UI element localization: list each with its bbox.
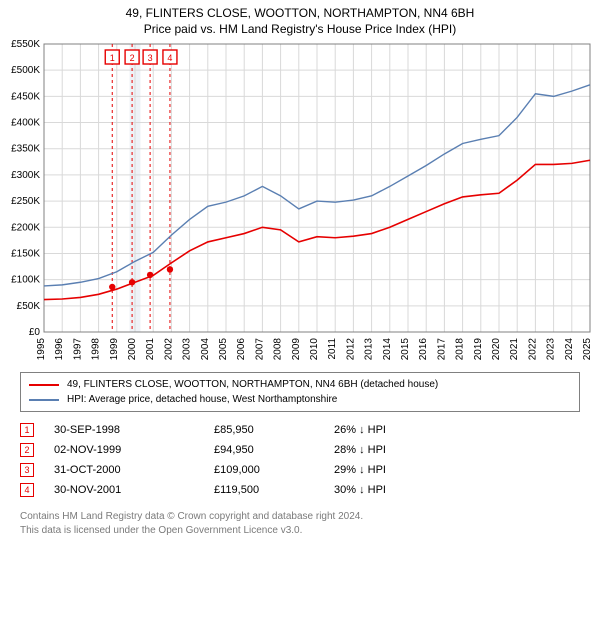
- tx-marker: 3: [20, 463, 34, 477]
- svg-text:2019: 2019: [473, 338, 484, 361]
- svg-text:2022: 2022: [527, 338, 538, 361]
- svg-text:2009: 2009: [291, 338, 302, 361]
- legend-swatch-property: [29, 384, 59, 386]
- svg-text:2021: 2021: [509, 338, 520, 361]
- page-title: 49, FLINTERS CLOSE, WOOTTON, NORTHAMPTON…: [0, 6, 600, 20]
- svg-text:2024: 2024: [564, 338, 575, 361]
- svg-text:£50K: £50K: [17, 301, 41, 312]
- svg-text:3: 3: [148, 53, 153, 63]
- table-row: 3 31-OCT-2000 £109,000 29% ↓ HPI: [20, 460, 580, 480]
- svg-text:£200K: £200K: [11, 222, 40, 233]
- svg-text:1999: 1999: [109, 338, 120, 361]
- credit-line-1: Contains HM Land Registry data © Crown c…: [20, 510, 580, 524]
- svg-text:2011: 2011: [327, 338, 338, 360]
- transactions-table: 1 30-SEP-1998 £85,950 26% ↓ HPI 2 02-NOV…: [20, 420, 580, 500]
- tx-delta: 29% ↓ HPI: [334, 464, 434, 476]
- svg-text:2002: 2002: [163, 338, 174, 361]
- tx-date: 31-OCT-2000: [54, 464, 194, 476]
- svg-text:1: 1: [110, 53, 115, 63]
- svg-text:£450K: £450K: [11, 91, 40, 102]
- tx-price: £119,500: [214, 484, 314, 496]
- tx-price: £109,000: [214, 464, 314, 476]
- table-row: 2 02-NOV-1999 £94,950 28% ↓ HPI: [20, 440, 580, 460]
- legend-label-property: 49, FLINTERS CLOSE, WOOTTON, NORTHAMPTON…: [67, 377, 438, 392]
- legend-label-hpi: HPI: Average price, detached house, West…: [67, 392, 337, 407]
- price-chart: £0 £50K £100K £150K £200K £250K £300K £350K £400…: [0, 36, 600, 366]
- svg-text:£500K: £500K: [11, 65, 40, 76]
- tx-marker: 4: [20, 483, 34, 497]
- tx-price: £94,950: [214, 444, 314, 456]
- legend-row-property: 49, FLINTERS CLOSE, WOOTTON, NORTHAMPTON…: [29, 377, 571, 392]
- svg-text:2007: 2007: [254, 338, 265, 361]
- tx-delta: 30% ↓ HPI: [334, 484, 434, 496]
- svg-text:2014: 2014: [382, 338, 393, 361]
- svg-text:2017: 2017: [436, 338, 447, 361]
- svg-text:2006: 2006: [236, 338, 247, 361]
- legend-row-hpi: HPI: Average price, detached house, West…: [29, 392, 571, 407]
- svg-text:£150K: £150K: [11, 248, 40, 259]
- svg-text:1996: 1996: [54, 338, 65, 361]
- tx-date: 02-NOV-1999: [54, 444, 194, 456]
- svg-text:1998: 1998: [91, 338, 102, 361]
- tx-delta: 28% ↓ HPI: [334, 444, 434, 456]
- svg-text:2025: 2025: [582, 338, 593, 361]
- svg-text:£0: £0: [29, 327, 41, 338]
- svg-text:2: 2: [130, 53, 135, 63]
- svg-text:2000: 2000: [127, 338, 138, 361]
- svg-text:£400K: £400K: [11, 118, 40, 129]
- svg-text:2015: 2015: [400, 338, 411, 361]
- legend: 49, FLINTERS CLOSE, WOOTTON, NORTHAMPTON…: [20, 372, 580, 412]
- svg-text:2001: 2001: [145, 338, 156, 361]
- svg-text:1995: 1995: [36, 338, 47, 361]
- svg-text:2004: 2004: [200, 338, 211, 361]
- table-row: 4 30-NOV-2001 £119,500 30% ↓ HPI: [20, 480, 580, 500]
- svg-text:2018: 2018: [455, 338, 466, 361]
- svg-text:£100K: £100K: [11, 275, 40, 286]
- tx-price: £85,950: [214, 424, 314, 436]
- svg-text:2005: 2005: [218, 338, 229, 361]
- tx-marker: 2: [20, 443, 34, 457]
- tx-marker: 1: [20, 423, 34, 437]
- tx-delta: 26% ↓ HPI: [334, 424, 434, 436]
- svg-text:1997: 1997: [72, 338, 83, 361]
- svg-text:2023: 2023: [546, 338, 557, 361]
- tx-date: 30-NOV-2001: [54, 484, 194, 496]
- svg-text:2020: 2020: [491, 338, 502, 361]
- credit-line-2: This data is licensed under the Open Gov…: [20, 524, 580, 538]
- svg-text:£300K: £300K: [11, 170, 40, 181]
- svg-text:2012: 2012: [345, 338, 356, 361]
- page-subtitle: Price paid vs. HM Land Registry's House …: [0, 22, 600, 36]
- svg-text:2008: 2008: [273, 338, 284, 361]
- tx-date: 30-SEP-1998: [54, 424, 194, 436]
- credit-text: Contains HM Land Registry data © Crown c…: [20, 510, 580, 537]
- legend-swatch-hpi: [29, 399, 59, 401]
- svg-text:4: 4: [167, 53, 172, 63]
- svg-text:£350K: £350K: [11, 144, 40, 155]
- svg-text:2013: 2013: [364, 338, 375, 361]
- svg-text:2010: 2010: [309, 338, 320, 361]
- svg-text:2016: 2016: [418, 338, 429, 361]
- svg-text:£250K: £250K: [11, 196, 40, 207]
- table-row: 1 30-SEP-1998 £85,950 26% ↓ HPI: [20, 420, 580, 440]
- svg-text:2003: 2003: [182, 338, 193, 361]
- svg-text:£550K: £550K: [11, 39, 40, 50]
